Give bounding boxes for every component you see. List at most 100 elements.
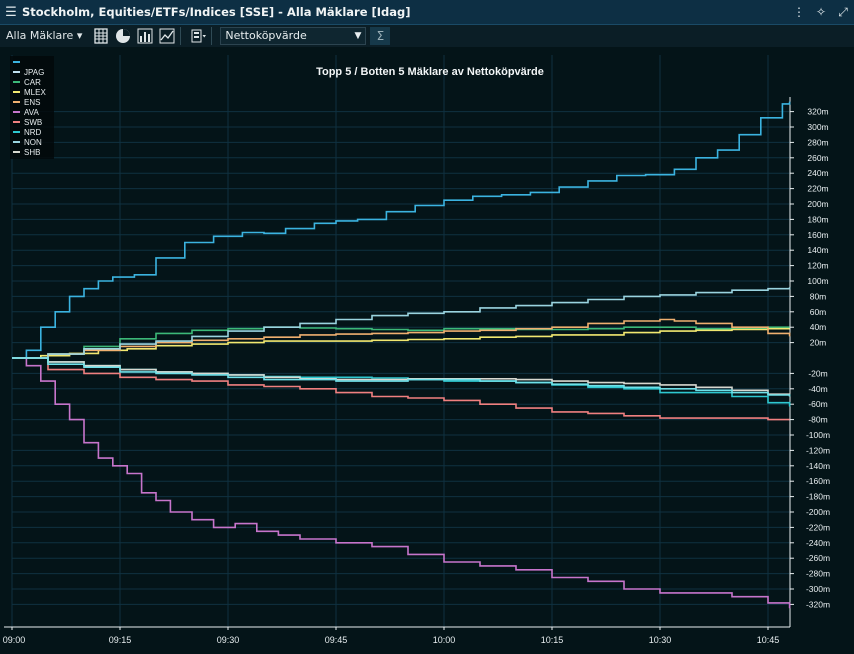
legend-item: CAR [10, 77, 54, 87]
measure-dropdown-value: Nettoköpvärde [225, 29, 307, 42]
window-title: Stockholm, Equities/ETFs/Indices [SSE] -… [22, 5, 411, 19]
y-tick-label: 100m [807, 276, 828, 286]
y-tick-label: -180m [806, 492, 830, 502]
y-tick-label: 280m [807, 137, 828, 147]
legend-item: ENS [10, 97, 54, 107]
pie-chart-icon[interactable] [114, 27, 132, 45]
legend-item: AVA [10, 107, 54, 117]
y-tick-label: 40m [810, 322, 827, 332]
y-tick-label: -240m [806, 538, 830, 548]
series-line-jpag [12, 101, 791, 359]
legend-swatch [13, 71, 20, 73]
y-tick-label: -100m [806, 430, 830, 440]
y-tick-label: -280m [806, 569, 830, 579]
y-tick-label: -300m [806, 584, 830, 594]
legend-label: MLEX [24, 87, 46, 97]
legend-item: NON [10, 137, 54, 147]
legend-item: JPAG [10, 67, 54, 77]
legend-label: SWB [24, 117, 43, 127]
y-tick-label: -160m [806, 476, 830, 486]
settings-icon[interactable] [189, 27, 207, 45]
y-tick-label: 320m [807, 107, 828, 117]
legend-swatch [13, 121, 20, 123]
legend-swatch [13, 131, 20, 133]
x-tick-label: 09:15 [109, 635, 132, 645]
series-line-swb [12, 357, 790, 421]
x-tick-label: 10:00 [433, 635, 456, 645]
measure-dropdown[interactable]: Nettoköpvärde ▼ [220, 27, 367, 45]
legend-label: NON [24, 137, 42, 147]
y-tick-label: 240m [807, 168, 828, 178]
legend-item: MLEX [10, 87, 54, 97]
legend-item: NRD [10, 127, 54, 137]
unlink-icon[interactable]: ✧ [815, 5, 827, 19]
x-tick-label: 09:00 [3, 635, 26, 645]
broker-select-label: Alla Mäklare [6, 29, 74, 42]
y-tick-label: -40m [808, 384, 827, 394]
y-tick-label: 180m [807, 214, 828, 224]
fullscreen-icon[interactable]: ⤢ [838, 4, 848, 19]
more-icon[interactable]: ⋮ [793, 5, 805, 19]
toolbar: Alla Mäklare ▾ Nettoköpvärde ▼ Σ [0, 25, 854, 47]
y-tick-label: -260m [806, 553, 830, 563]
y-tick-label: 120m [807, 261, 828, 271]
legend-swatch [13, 101, 20, 103]
y-tick-label: -60m [808, 399, 827, 409]
legend-swatch [13, 151, 20, 153]
y-tick-label: 80m [810, 291, 827, 301]
x-tick-label: 09:45 [325, 635, 348, 645]
y-tick-label: 60m [810, 307, 827, 317]
legend-swatch [13, 91, 20, 93]
y-tick-label: -200m [806, 507, 830, 517]
x-tick-label: 10:15 [541, 635, 564, 645]
chart-legend: JPAG CAR MLEX ENS AVA SWB NRD NON SHB [10, 56, 54, 159]
legend-swatch [13, 81, 20, 83]
broker-select[interactable]: Alla Mäklare ▾ [6, 29, 83, 42]
y-tick-label: 140m [807, 245, 828, 255]
y-tick-label: 200m [807, 199, 828, 209]
series-line-non [12, 287, 791, 359]
legend-label: JPAG [24, 67, 45, 77]
sum-icon[interactable]: Σ [370, 27, 391, 45]
toolbar-divider [211, 27, 213, 45]
legend-label: NRD [24, 127, 42, 137]
x-tick-label: 10:45 [757, 635, 780, 645]
legend-label: AVA [24, 107, 39, 117]
y-tick-label: 300m [807, 122, 828, 132]
chart-background [0, 47, 854, 654]
y-tick-label: -120m [806, 445, 830, 455]
y-tick-label: 220m [807, 184, 828, 194]
toolbar-divider [180, 27, 182, 45]
line-chart-icon[interactable] [158, 27, 176, 45]
legend-label: CAR [24, 77, 41, 87]
table-view-icon[interactable] [92, 27, 110, 45]
series-line-mlex [12, 327, 790, 359]
legend-label: ENS [24, 97, 41, 107]
y-tick-label: 20m [810, 338, 827, 348]
series-line-ava [12, 357, 791, 609]
series-line-car [12, 326, 790, 359]
series-line-unnamed [12, 357, 791, 397]
legend-item: SHB [10, 147, 54, 157]
legend-swatch [13, 141, 20, 143]
x-tick-label: 09:30 [217, 635, 240, 645]
y-tick-label: -80m [808, 415, 827, 425]
legend-swatch [13, 111, 20, 113]
chart-canvas[interactable]: 320m 300m 280m 260m 240m 220m 200m 180m 160m 140m… [0, 47, 854, 654]
legend-item: SWB [10, 117, 54, 127]
y-tick-label: -20m [808, 368, 827, 378]
y-tick-label: -220m [806, 522, 830, 532]
bar-chart-icon[interactable] [136, 27, 154, 45]
y-tick-label: -140m [806, 461, 830, 471]
menu-icon[interactable]: ☰ [5, 4, 17, 20]
y-tick-label: 260m [807, 153, 828, 163]
x-tick-label: 10:30 [649, 635, 672, 645]
window-titlebar: ☰ Stockholm, Equities/ETFs/Indices [SSE]… [0, 0, 854, 25]
legend-item [10, 57, 54, 67]
y-tick-label: 160m [807, 230, 828, 240]
y-tick-label: -320m [806, 599, 830, 609]
chart-title: Topp 5 / Botten 5 Mäklare av Nettoköpvär… [316, 66, 544, 78]
legend-label: SHB [24, 147, 41, 157]
legend-swatch [13, 61, 20, 63]
chevron-down-icon: ▼ [354, 31, 362, 41]
